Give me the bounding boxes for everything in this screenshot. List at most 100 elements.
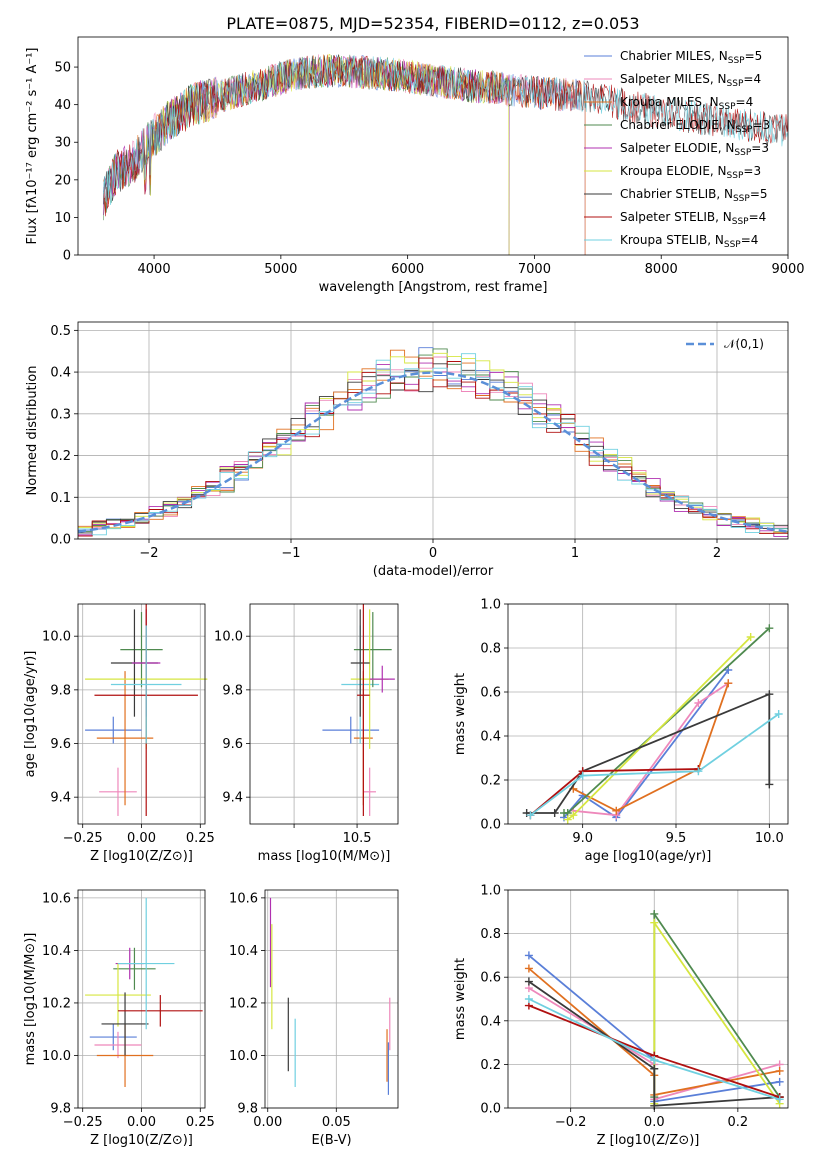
y-tick-label: 0.0 <box>50 533 71 548</box>
x-tick-label: −0.25 <box>63 831 103 846</box>
y-tick-label: 9.6 <box>222 737 243 752</box>
legend-label: Kroupa STELIB, NSSP=4 <box>620 233 758 250</box>
spectrum-legend: Chabrier MILES, NSSP=5 Salpeter MILES, NS… <box>584 49 770 250</box>
y-axis-label: mass [log10(M/M⊙)] <box>23 933 38 1066</box>
x-axis-label: mass [log10(M/M⊙)] <box>258 849 391 864</box>
x-tick-label: 1 <box>571 546 579 561</box>
legend-label: Chabrier STELIB, NSSP=5 <box>620 187 768 204</box>
legend-label: Chabrier ELODIE, NSSP=3 <box>620 118 770 135</box>
legend-label: Salpeter STELIB, NSSP=4 <box>620 210 766 227</box>
legend-label: 𝒩(0,1) <box>724 337 764 351</box>
weight-series-line <box>573 682 729 817</box>
weight-point-marker <box>524 951 533 960</box>
y-axis-label: Normed distribution <box>25 366 40 496</box>
weight-point-marker <box>578 771 587 780</box>
legend-label: Kroupa ELODIE, NSSP=3 <box>620 164 761 181</box>
y-tick-label: 9.8 <box>50 1102 71 1117</box>
x-tick-label: −2 <box>139 546 158 561</box>
axes-frame <box>249 603 399 825</box>
z-weight-panel: −0.2 0.0 0.2 0.0 0.2 0.4 0.6 0.8 1.0 Z [log10(Z/Z… <box>453 884 789 1148</box>
weight-point-marker <box>775 1066 784 1075</box>
x-tick-label: 6000 <box>391 262 424 277</box>
weight-point-marker <box>694 699 703 707</box>
plot-layer: 𝒩(0,1) <box>77 337 789 537</box>
weight-point-marker <box>774 710 783 718</box>
weight-point-marker <box>765 624 774 633</box>
weight-series-line <box>572 682 730 812</box>
y-tick-label: 10.4 <box>229 944 258 959</box>
x-tick-label: −0.25 <box>63 1115 103 1130</box>
weight-series-line <box>567 636 752 821</box>
plot-layer <box>85 897 203 1087</box>
y-tick-label: 30 <box>54 136 71 151</box>
x-tick-label: 9.5 <box>666 831 687 846</box>
y-tick-label: 10.0 <box>42 1049 71 1064</box>
y-tick-label: 0.8 <box>480 927 501 942</box>
y-tick-label: 10.6 <box>42 891 71 906</box>
axes-frame <box>507 889 789 1109</box>
y-axis-label: age [log10(age/yr)] <box>23 651 38 778</box>
age-weight-panel: 9.0 9.5 10.0 0.0 0.2 0.4 0.6 0.8 1.0 age [log10(a… <box>453 598 789 864</box>
spectrum-panel: Chabrier MILES, NSSP=5 Salpeter MILES, NS… <box>25 36 805 295</box>
errorbar-point <box>113 947 156 990</box>
plot-layer <box>269 897 391 1095</box>
y-tick-label: 9.8 <box>237 1102 258 1117</box>
plot-layer <box>85 604 208 816</box>
weight-point-marker <box>765 780 774 789</box>
spectrum-series-line <box>103 55 788 206</box>
y-tick-label: 10.6 <box>229 891 258 906</box>
y-tick-label: 9.4 <box>50 791 71 806</box>
x-tick-label: 8000 <box>645 262 678 277</box>
weight-point-marker <box>650 909 659 918</box>
legend-label: Kroupa MILES, NSSP=4 <box>620 95 753 112</box>
histogram-series <box>78 352 788 533</box>
weight-series-line <box>529 768 699 816</box>
weight-point-marker <box>612 806 621 815</box>
x-tick-label: 10.0 <box>755 831 784 846</box>
y-tick-label: 0.2 <box>480 774 501 789</box>
z-age-panel: −0.25 0.00 0.25 9.4 9.6 9.8 10.0 Z [log10(Z/Z⊙)… <box>23 603 215 864</box>
y-tick-label: 0.1 <box>50 491 71 506</box>
spectrum-lines <box>103 53 788 255</box>
axes-frame <box>264 889 399 1109</box>
y-tick-label: 10.4 <box>42 944 71 959</box>
errorbar-point <box>101 992 149 1056</box>
weight-point-marker <box>694 767 703 776</box>
errorbar-point <box>85 963 151 1027</box>
weight-series-line <box>529 713 780 816</box>
y-tick-label: 0.0 <box>480 1102 501 1117</box>
weight-point-marker <box>524 964 533 973</box>
y-tick-label: 0.3 <box>50 407 71 422</box>
y-axis-label: mass weight <box>453 673 468 755</box>
x-axis-label: Z [log10(Z/Z⊙)] <box>90 849 193 864</box>
x-tick-label: 0.0 <box>644 1115 665 1130</box>
weight-point-marker <box>724 679 733 688</box>
legend-label: Salpeter MILES, NSSP=4 <box>620 72 761 89</box>
y-tick-label: 1.0 <box>480 598 501 613</box>
mass-age-panel: 10.5 9.4 9.6 9.8 10.0 mass [log10(M/M⊙)] <box>214 603 399 864</box>
errorbar-point <box>363 767 376 816</box>
x-tick-label: 9.0 <box>572 831 593 846</box>
x-tick-label: 0.25 <box>186 831 215 846</box>
y-tick-label: 10.0 <box>214 630 243 645</box>
x-axis-label: wavelength [Angstrom, rest frame] <box>319 280 548 295</box>
x-tick-label: 5000 <box>264 262 297 277</box>
plot-layer: Chabrier MILES, NSSP=5 Salpeter MILES, NS… <box>103 49 788 255</box>
y-tick-label: 0.0 <box>480 818 501 833</box>
y-axis-label: mass weight <box>453 958 468 1040</box>
x-tick-label: 7000 <box>518 262 551 277</box>
errorbar-point <box>350 609 370 717</box>
plot-layer <box>524 909 784 1110</box>
z-mass-panel: −0.25 0.00 0.25 9.8 10.0 10.2 10.4 10.6 Z [log10… <box>23 889 215 1148</box>
x-tick-label: 2 <box>713 546 721 561</box>
weight-series-line <box>563 669 730 819</box>
errorbar-point <box>117 897 175 1030</box>
errorbar-point <box>353 612 392 688</box>
x-tick-label: 4000 <box>138 262 171 277</box>
plot-layer <box>522 624 783 824</box>
y-tick-label: 20 <box>54 173 71 188</box>
y-tick-label: 0.2 <box>50 449 71 464</box>
y-tick-label: 50 <box>54 61 71 76</box>
x-tick-label: −0.2 <box>555 1115 587 1130</box>
y-tick-label: 9.8 <box>50 683 71 698</box>
